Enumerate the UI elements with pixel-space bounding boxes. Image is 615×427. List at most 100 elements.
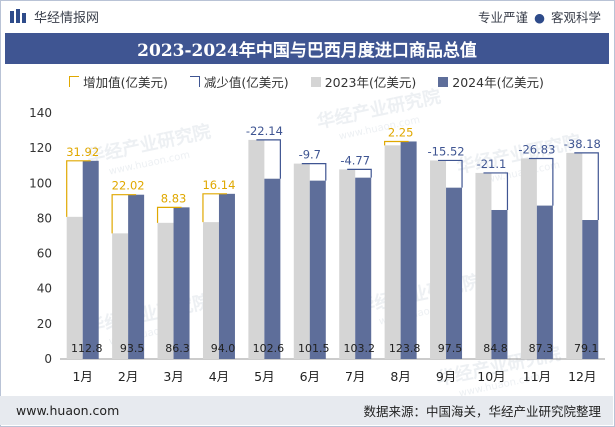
value-label: 97.5	[438, 342, 463, 355]
legend-decrease[interactable]: 减少值(亿美元)	[189, 72, 289, 91]
brand-name: 华经情报网	[34, 10, 100, 26]
bar-chart: 华经产业研究院www.huaon.com华经产业研究院www.huaon.com…	[29, 85, 605, 396]
increase-bracket	[111, 194, 137, 234]
bar-2024	[491, 209, 508, 359]
bars-layer	[66, 139, 599, 359]
change-label: -21.1	[477, 157, 507, 171]
chart-title: 2023-2024年中国与巴西月度进口商品总值	[5, 33, 609, 64]
bar-2024	[536, 205, 553, 359]
x-tick-label: 7月	[345, 369, 365, 384]
x-tick-label: 5月	[254, 369, 274, 384]
bar-2024	[82, 160, 99, 359]
bullet-icon: ●	[534, 9, 545, 25]
y-tick-label: 80	[37, 211, 52, 225]
change-label: 8.83	[161, 191, 187, 205]
value-label: 102.6	[253, 342, 285, 355]
slogan-professional: 专业严谨	[478, 9, 529, 25]
bar-2023	[384, 145, 401, 359]
bar-2024	[446, 187, 463, 359]
bar-2023	[520, 158, 537, 359]
value-label: 87.3	[529, 342, 554, 355]
legend-increase-label: 增加值(亿美元)	[83, 75, 168, 90]
decrease-bracket	[347, 168, 372, 178]
legend-2024[interactable]: 2024年(亿美元)	[438, 72, 544, 91]
brand-logo-icon	[10, 9, 26, 23]
decrease-swatch-icon	[189, 76, 200, 87]
data-source: 数据来源：中国海关，华经产业研究院整理	[363, 404, 601, 419]
bar-2023	[112, 233, 129, 359]
x-tick-label: 4月	[209, 369, 229, 384]
increase-bracket	[202, 193, 227, 223]
x-tick-label: 8月	[390, 369, 410, 384]
y-tick-label: 0	[44, 352, 52, 366]
increase-bracket	[66, 160, 91, 217]
y-tick-label: 140	[29, 106, 52, 120]
y-tick-label: 100	[29, 176, 52, 190]
y-tick-label: 120	[29, 141, 52, 155]
bar-2023	[248, 139, 265, 359]
footer: www.huaon.com 数据来源：中国海关，华经产业研究院整理	[0, 396, 613, 425]
footer-url[interactable]: www.huaon.com	[16, 403, 120, 418]
value-label: 103.2	[343, 342, 375, 355]
legend: 增加值(亿美元) 减少值(亿美元) 2023年(亿美元) 2024年(亿美元)	[0, 72, 613, 91]
legend-decrease-label: 减少值(亿美元)	[203, 75, 289, 90]
brand[interactable]: 华经情报网	[10, 7, 99, 26]
legend-2023-label: 2023年(亿美元)	[324, 75, 417, 90]
bar-2024	[264, 178, 281, 359]
legend-increase[interactable]: 增加值(亿美元)	[69, 72, 168, 91]
y-tick-label: 40	[37, 282, 52, 296]
bar-2023	[475, 172, 492, 359]
y-tick-label: 60	[37, 247, 52, 261]
change-label: 31.92	[66, 145, 99, 159]
x-tick-label: 9月	[436, 369, 456, 384]
decrease-bracket	[483, 172, 509, 210]
decrease-bracket	[438, 159, 463, 188]
bar-2024	[582, 220, 599, 359]
increase-bracket	[156, 206, 182, 223]
value-label: 93.5	[120, 342, 145, 355]
bar-2023	[66, 216, 83, 359]
value-label: 112.8	[71, 342, 103, 355]
x-tick-label: 2月	[118, 369, 138, 384]
bar-2023	[293, 163, 310, 359]
legend-2024-label: 2024年(亿美元)	[452, 75, 544, 90]
change-label: -22.14	[246, 124, 283, 138]
series-2023-swatch-icon	[310, 76, 321, 87]
bar-2023	[566, 152, 583, 359]
top-bar: 华经情报网 专业严谨 ● 客观科学	[0, 0, 613, 32]
bar-2024	[355, 177, 372, 359]
legend-2023[interactable]: 2023年(亿美元)	[310, 72, 417, 91]
x-tick-label: 12月	[568, 369, 596, 384]
y-tick-label: 20	[37, 317, 52, 331]
slogan-objective: 客观科学	[550, 9, 601, 25]
change-label: -26.83	[518, 143, 555, 157]
value-label: 94.0	[211, 342, 236, 355]
change-label: -9.7	[299, 148, 321, 162]
y-axis: 0 20 40 60 80 100 120 140	[29, 106, 605, 366]
increase-bracket	[384, 140, 409, 146]
change-label: 22.02	[112, 179, 145, 193]
bar-2024	[173, 207, 190, 359]
slogan: 专业严谨 ● 客观科学	[478, 7, 601, 26]
bar-2023	[430, 160, 447, 359]
decrease-bracket	[574, 152, 599, 221]
bar-2023	[157, 222, 174, 359]
labels-layer: 31.92 112.8 1月 22.02 93.5 2月 8.83 86.3 3月 16.14 94…	[66, 124, 601, 384]
bar-2024	[309, 180, 326, 359]
x-tick-label: 10月	[477, 369, 505, 384]
decrease-bracket	[256, 139, 281, 179]
x-tick-label: 6月	[300, 369, 320, 384]
x-tick-label: 1月	[72, 369, 92, 384]
x-tick-label: 3月	[163, 369, 183, 384]
value-label: 101.5	[298, 342, 330, 355]
x-tick-label: 11月	[523, 369, 551, 384]
change-label: -4.77	[340, 153, 370, 167]
increase-swatch-icon	[69, 76, 80, 87]
value-label: 123.8	[389, 342, 421, 355]
bar-2023	[339, 169, 356, 359]
bar-2024	[128, 194, 145, 359]
value-label: 86.3	[165, 342, 190, 355]
bar-2024	[400, 141, 417, 359]
value-label: 84.8	[483, 342, 508, 355]
change-label: -15.52	[428, 144, 465, 158]
